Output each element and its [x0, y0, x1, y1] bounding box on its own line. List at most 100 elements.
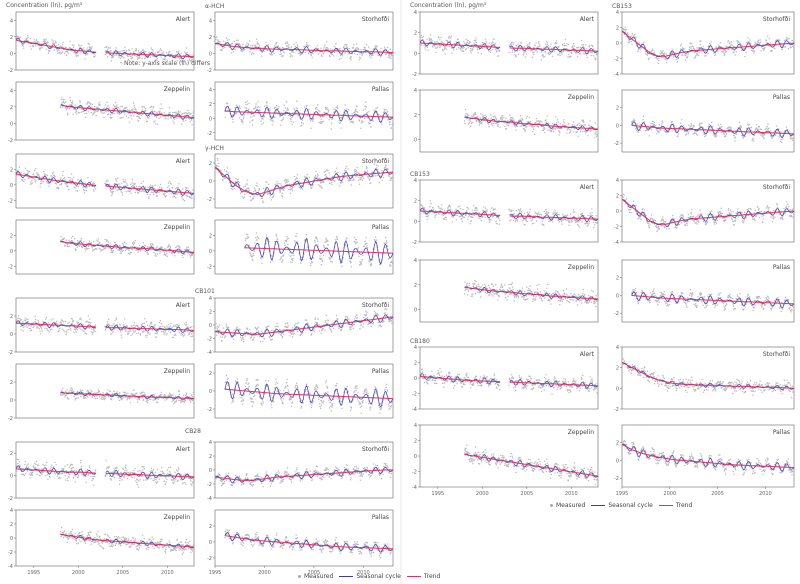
measured-point	[91, 247, 94, 249]
measured-point	[159, 108, 161, 110]
measured-point	[112, 249, 115, 252]
measured-point	[18, 37, 20, 39]
measured-point	[60, 177, 62, 179]
measured-point	[348, 53, 350, 55]
measured-point	[91, 103, 94, 106]
measured-point	[136, 392, 138, 394]
measured-point	[286, 109, 288, 112]
measured-point	[357, 400, 360, 402]
measured-point	[77, 397, 80, 399]
measured-point	[60, 52, 62, 54]
measured-point	[60, 239, 62, 242]
measured-point	[305, 43, 308, 45]
measured-point	[126, 396, 128, 398]
measured-point	[95, 330, 97, 333]
measured-point	[191, 197, 193, 199]
measured-point	[79, 317, 82, 319]
measured-point	[168, 330, 170, 332]
measured-point	[99, 248, 101, 250]
measured-point	[148, 197, 150, 199]
measured-point	[346, 315, 348, 317]
measured-point	[340, 400, 343, 403]
measured-point	[60, 106, 62, 109]
measured-point	[26, 325, 28, 327]
y-tick-label: 0	[10, 121, 13, 127]
measured-point	[368, 403, 370, 405]
measured-point	[245, 382, 247, 384]
measured-point	[98, 243, 100, 245]
measured-point	[158, 186, 161, 188]
measured-point	[154, 395, 156, 397]
measured-point	[80, 237, 83, 240]
measured-point	[73, 176, 75, 178]
measured-point	[376, 174, 378, 177]
measured-point	[279, 329, 282, 331]
measured-point	[47, 330, 49, 332]
measured-point	[223, 40, 225, 43]
measured-point	[155, 336, 157, 339]
measured-point	[129, 253, 131, 255]
measured-point	[258, 44, 261, 46]
measured-point	[111, 399, 113, 401]
measured-point	[120, 191, 123, 193]
measured-point	[32, 173, 35, 175]
measured-point	[171, 253, 173, 255]
measured-point	[316, 238, 318, 240]
measured-point	[130, 246, 132, 248]
measured-point	[30, 325, 32, 328]
measured-point	[294, 240, 296, 242]
measured-point	[71, 318, 74, 320]
measured-point	[324, 170, 327, 173]
measured-point	[323, 46, 325, 48]
measured-point	[270, 119, 272, 122]
measured-point	[183, 199, 186, 202]
measured-point	[105, 246, 107, 249]
measured-point	[355, 169, 357, 172]
measured-point	[19, 36, 22, 38]
measured-point	[17, 169, 19, 172]
measured-point	[317, 244, 319, 246]
measured-point	[342, 181, 344, 184]
measured-point	[326, 106, 328, 109]
measured-point	[108, 107, 111, 109]
measured-point	[272, 121, 274, 123]
measured-point	[24, 319, 27, 322]
measured-point	[165, 334, 167, 336]
measured-point	[370, 182, 372, 185]
measured-point	[360, 263, 362, 265]
measured-point	[40, 180, 42, 182]
measured-point	[231, 393, 233, 395]
measured-point	[267, 325, 270, 327]
measured-point	[92, 189, 95, 191]
measured-point	[336, 106, 338, 109]
measured-point	[346, 46, 348, 48]
measured-point	[161, 188, 163, 190]
measured-point	[318, 109, 320, 112]
measured-point	[346, 108, 348, 110]
measured-point	[269, 337, 271, 339]
measured-point	[330, 260, 332, 263]
measured-point	[51, 175, 53, 178]
measured-point	[40, 47, 42, 50]
measured-point	[234, 334, 236, 336]
measured-point	[274, 383, 277, 385]
measured-point	[159, 110, 161, 112]
measured-point	[295, 100, 298, 102]
measured-point	[184, 334, 186, 336]
y-tick-label: 4	[209, 296, 212, 302]
measured-point	[305, 233, 307, 236]
y-tick-label: 0	[209, 116, 212, 122]
measured-point	[66, 329, 68, 331]
measured-point	[336, 177, 339, 179]
measured-point	[335, 43, 337, 45]
measured-point	[166, 333, 168, 335]
measured-point	[102, 112, 104, 114]
measured-point	[227, 377, 229, 380]
measured-point	[137, 251, 139, 253]
measured-point	[65, 54, 68, 56]
measured-point	[358, 56, 361, 58]
measured-point	[287, 180, 289, 182]
measured-point	[163, 194, 165, 196]
measured-point	[174, 114, 176, 116]
measured-point	[286, 101, 288, 103]
